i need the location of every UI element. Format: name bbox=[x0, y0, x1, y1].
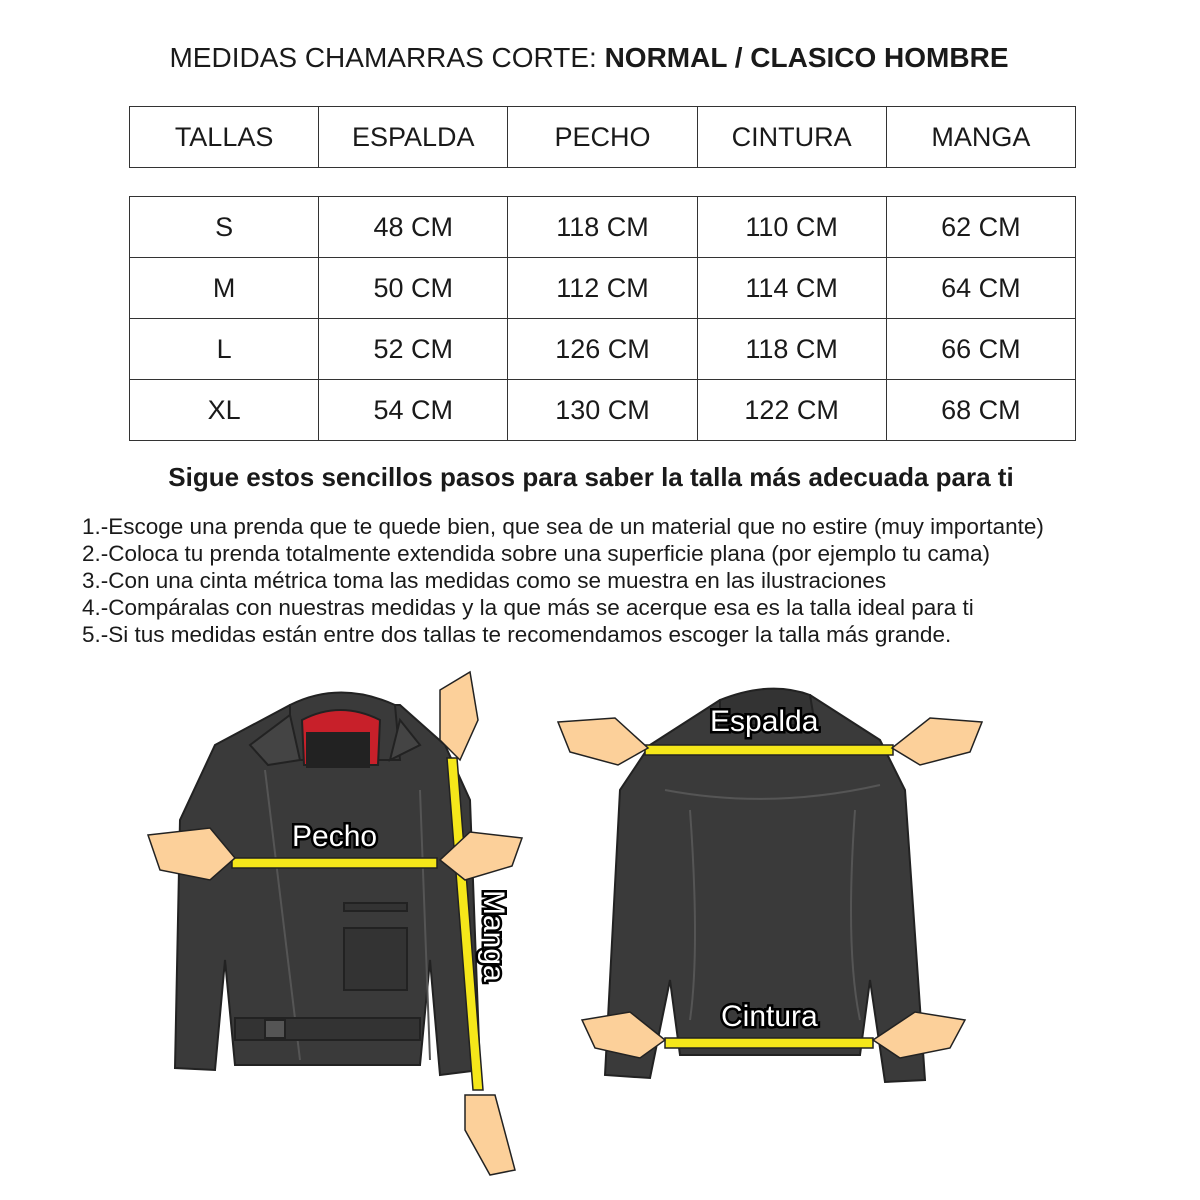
table-row: L 52 CM 126 CM 118 CM 66 CM bbox=[128, 318, 1077, 380]
manga-label: Manga bbox=[477, 890, 510, 982]
table-cell: 126 CM bbox=[507, 318, 698, 380]
table-cell: L bbox=[128, 318, 320, 380]
table-cell: 50 CM bbox=[318, 257, 509, 319]
header-cell: CINTURA bbox=[696, 106, 887, 168]
hand-icon bbox=[580, 1011, 667, 1059]
instructions-heading: Sigue estos sencillos pasos para saber l… bbox=[168, 462, 1014, 492]
table-row: S 48 CM 118 CM 110 CM 62 CM bbox=[128, 196, 1077, 258]
hand-icon bbox=[146, 827, 237, 881]
header-cell: TALLAS bbox=[128, 106, 320, 168]
hand-icon bbox=[464, 1094, 516, 1176]
table-cell: 118 CM bbox=[507, 196, 698, 258]
step-item: 4.-Compáralas con nuestras medidas y la … bbox=[82, 595, 974, 620]
pecho-label: Pecho bbox=[292, 820, 377, 853]
manga-tape bbox=[446, 757, 484, 1091]
hand-icons bbox=[146, 670, 984, 1176]
hand-icon bbox=[438, 831, 524, 881]
step-item: 3.-Con una cinta métrica toma las medida… bbox=[82, 568, 887, 593]
hand-icon bbox=[890, 717, 984, 766]
page-title: MEDIDAS CHAMARRAS CORTE: NORMAL / CLASIC… bbox=[0, 42, 1178, 74]
table-cell: 64 CM bbox=[885, 257, 1077, 319]
table-row: XL 54 CM 130 CM 122 CM 68 CM bbox=[128, 379, 1077, 441]
header-cell: MANGA bbox=[885, 106, 1077, 168]
espalda-tape bbox=[644, 744, 894, 756]
back-jacket bbox=[603, 687, 927, 1084]
title-prefix: MEDIDAS CHAMARRAS CORTE: bbox=[169, 42, 605, 73]
header-cell: PECHO bbox=[507, 106, 698, 168]
table-cell: 122 CM bbox=[696, 379, 887, 441]
measuring-tapes bbox=[231, 744, 894, 1091]
table-cell: 130 CM bbox=[507, 379, 698, 441]
size-table-header: TALLAS ESPALDA PECHO CINTURA MANGA bbox=[128, 106, 1077, 168]
table-cell: XL bbox=[128, 379, 320, 441]
cintura-tape bbox=[664, 1037, 874, 1049]
size-table: S 48 CM 118 CM 110 CM 62 CM M 50 CM 112 CM 114 C… bbox=[128, 196, 1077, 441]
table-cell: 52 CM bbox=[318, 318, 509, 380]
table-cell: 114 CM bbox=[696, 257, 887, 319]
front-jacket bbox=[173, 691, 482, 1077]
step-item: 5.-Si tus medidas están entre dos tallas… bbox=[82, 622, 952, 647]
pecho-tape bbox=[231, 857, 438, 869]
table-cell: M bbox=[128, 257, 320, 319]
hand-icon bbox=[439, 670, 479, 762]
hand-icon bbox=[871, 1011, 967, 1059]
table-cell: 68 CM bbox=[885, 379, 1077, 441]
table-cell: 112 CM bbox=[507, 257, 698, 319]
step-item: 1.-Escoge una prenda que te quede bien, … bbox=[82, 514, 1044, 539]
espalda-label: Espalda bbox=[710, 705, 819, 738]
table-cell: 54 CM bbox=[318, 379, 509, 441]
title-bold: NORMAL / CLASICO HOMBRE bbox=[604, 42, 1009, 73]
instructions-list: 1.-Escoge una prenda que te quede bien, … bbox=[82, 513, 1044, 648]
table-cell: S bbox=[128, 196, 320, 258]
table-cell: 62 CM bbox=[885, 196, 1077, 258]
table-row: M 50 CM 112 CM 114 CM 64 CM bbox=[128, 257, 1077, 319]
hand-icon bbox=[556, 717, 650, 766]
cintura-label: Cintura bbox=[721, 1000, 818, 1033]
step-item: 2.-Coloca tu prenda totalmente extendida… bbox=[82, 541, 991, 566]
table-cell: 118 CM bbox=[696, 318, 887, 380]
